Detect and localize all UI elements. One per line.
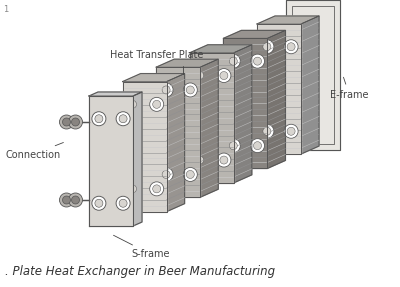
Circle shape bbox=[217, 153, 231, 167]
Polygon shape bbox=[223, 38, 267, 168]
Circle shape bbox=[284, 40, 298, 54]
Circle shape bbox=[220, 71, 228, 79]
Circle shape bbox=[263, 127, 271, 135]
Circle shape bbox=[186, 170, 194, 179]
Circle shape bbox=[60, 193, 74, 207]
Circle shape bbox=[250, 139, 264, 153]
Circle shape bbox=[287, 127, 295, 135]
Circle shape bbox=[72, 196, 80, 204]
Circle shape bbox=[220, 156, 228, 164]
Polygon shape bbox=[122, 73, 185, 82]
Circle shape bbox=[68, 193, 82, 207]
Text: E-frame: E-frame bbox=[330, 77, 368, 100]
Polygon shape bbox=[223, 30, 285, 38]
Circle shape bbox=[95, 115, 103, 123]
Circle shape bbox=[92, 196, 106, 210]
Circle shape bbox=[193, 153, 207, 167]
Circle shape bbox=[60, 115, 74, 129]
Circle shape bbox=[116, 112, 130, 126]
Circle shape bbox=[250, 54, 264, 68]
Circle shape bbox=[150, 182, 164, 196]
Circle shape bbox=[159, 83, 173, 97]
Circle shape bbox=[159, 167, 173, 181]
Circle shape bbox=[95, 199, 103, 207]
Polygon shape bbox=[257, 24, 301, 154]
Text: Heat Transfer Plate: Heat Transfer Plate bbox=[110, 50, 203, 74]
Text: 1: 1 bbox=[3, 5, 8, 14]
Circle shape bbox=[68, 115, 82, 129]
Circle shape bbox=[153, 100, 161, 108]
Polygon shape bbox=[234, 45, 252, 183]
Circle shape bbox=[217, 69, 231, 83]
Circle shape bbox=[229, 57, 237, 65]
Polygon shape bbox=[89, 96, 133, 226]
Polygon shape bbox=[156, 67, 200, 197]
Circle shape bbox=[62, 118, 70, 126]
Polygon shape bbox=[301, 16, 319, 154]
Circle shape bbox=[196, 71, 204, 79]
Polygon shape bbox=[190, 53, 234, 183]
Polygon shape bbox=[257, 16, 319, 24]
Circle shape bbox=[116, 196, 130, 210]
Circle shape bbox=[226, 139, 240, 153]
Polygon shape bbox=[122, 82, 166, 212]
Polygon shape bbox=[267, 30, 285, 168]
Circle shape bbox=[226, 54, 240, 68]
Polygon shape bbox=[286, 0, 340, 150]
Circle shape bbox=[263, 43, 271, 51]
Circle shape bbox=[260, 40, 274, 54]
Circle shape bbox=[162, 86, 170, 94]
Circle shape bbox=[229, 142, 237, 150]
Circle shape bbox=[254, 57, 262, 65]
Circle shape bbox=[153, 185, 161, 193]
Circle shape bbox=[196, 156, 204, 164]
Circle shape bbox=[260, 124, 274, 138]
Polygon shape bbox=[200, 59, 218, 197]
Circle shape bbox=[186, 86, 194, 94]
Circle shape bbox=[119, 199, 127, 207]
Polygon shape bbox=[190, 45, 252, 53]
Circle shape bbox=[72, 118, 80, 126]
Circle shape bbox=[150, 97, 164, 111]
Circle shape bbox=[62, 196, 70, 204]
Circle shape bbox=[119, 115, 127, 123]
Text: S-frame: S-frame bbox=[114, 235, 170, 259]
Circle shape bbox=[128, 185, 136, 193]
Circle shape bbox=[284, 124, 298, 138]
Circle shape bbox=[287, 43, 295, 51]
Circle shape bbox=[128, 100, 136, 108]
Circle shape bbox=[126, 97, 140, 111]
Polygon shape bbox=[133, 92, 142, 226]
Circle shape bbox=[183, 83, 197, 97]
Circle shape bbox=[193, 69, 207, 83]
Polygon shape bbox=[89, 92, 142, 96]
Text: . Plate Heat Exchanger in Beer Manufacturing: . Plate Heat Exchanger in Beer Manufactu… bbox=[5, 265, 275, 278]
Circle shape bbox=[254, 142, 262, 150]
Text: Connection: Connection bbox=[5, 143, 64, 160]
Polygon shape bbox=[156, 59, 218, 67]
Circle shape bbox=[92, 112, 106, 126]
Polygon shape bbox=[166, 73, 185, 212]
Circle shape bbox=[162, 170, 170, 179]
Circle shape bbox=[183, 167, 197, 181]
Circle shape bbox=[126, 182, 140, 196]
